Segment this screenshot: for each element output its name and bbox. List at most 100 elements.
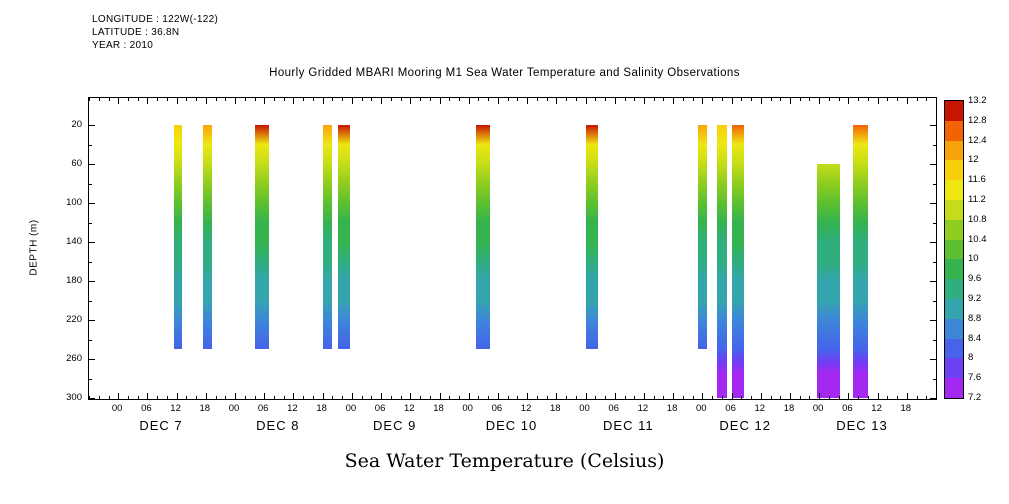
axis-tick xyxy=(692,396,694,399)
axis-tick xyxy=(585,393,587,399)
axis-tick xyxy=(312,98,314,101)
axis-tick xyxy=(605,98,606,101)
axis-tick xyxy=(400,396,402,399)
axis-tick xyxy=(556,393,558,399)
axis-tick xyxy=(702,98,704,104)
axis-tick xyxy=(89,320,95,322)
axis-tick xyxy=(838,396,840,399)
axis-tick xyxy=(147,98,149,104)
x-day-label: DEC 10 xyxy=(485,418,538,433)
colorbar-tick-label: 9.2 xyxy=(968,293,982,304)
axis-tick xyxy=(673,393,675,399)
axis-tick xyxy=(361,98,363,101)
axis-tick xyxy=(536,396,538,399)
temperature-profile-bar xyxy=(203,125,212,350)
axis-tick xyxy=(89,378,92,380)
axis-tick xyxy=(332,98,334,101)
axis-tick xyxy=(381,98,383,104)
y-axis-label: DEPTH (m) xyxy=(28,219,40,276)
axis-tick xyxy=(721,98,723,101)
axis-tick xyxy=(244,396,246,399)
axis-tick xyxy=(127,396,129,399)
axis-tick xyxy=(478,396,480,399)
y-tick-label: 300 xyxy=(66,392,82,403)
axis-tick xyxy=(98,98,100,101)
axis-tick xyxy=(634,98,636,101)
axis-tick xyxy=(930,242,936,244)
axis-tick xyxy=(89,203,95,205)
year-label: YEAR : 2010 xyxy=(92,40,154,51)
axis-tick xyxy=(906,98,908,104)
axis-tick xyxy=(390,396,392,399)
axis-tick xyxy=(790,98,791,104)
axis-tick xyxy=(930,398,936,399)
axis-tick xyxy=(147,393,149,399)
x-day-label: DEC 12 xyxy=(719,418,771,433)
colorbar-segment xyxy=(945,259,963,280)
x-day-label: DEC 13 xyxy=(836,418,888,433)
axis-tick xyxy=(930,320,936,322)
y-tick-label: 60 xyxy=(71,158,82,170)
axis-tick xyxy=(527,98,529,104)
axis-tick xyxy=(936,396,937,399)
temperature-profile-bar xyxy=(585,125,598,350)
axis-tick xyxy=(556,98,558,104)
axis-tick xyxy=(89,183,92,185)
y-tick-label: 220 xyxy=(66,314,82,326)
axis-tick xyxy=(916,396,918,399)
axis-tick xyxy=(887,98,889,101)
axis-tick xyxy=(517,396,519,399)
axis-tick xyxy=(89,261,92,263)
axis-tick xyxy=(867,396,869,399)
axis-tick xyxy=(459,98,460,101)
axis-tick xyxy=(449,396,451,399)
axis-tick xyxy=(930,164,936,166)
temperature-profile-bar xyxy=(731,125,744,399)
colorbar-segment xyxy=(945,318,963,339)
x-tick-label: 00 xyxy=(228,403,240,414)
axis-tick xyxy=(215,98,217,101)
x-tick-label: 06 xyxy=(141,403,152,414)
temperature-profile-bar xyxy=(853,125,868,399)
y-tick-label: 100 xyxy=(66,197,82,209)
axis-tick xyxy=(449,98,451,101)
axis-tick xyxy=(312,396,314,399)
axis-tick xyxy=(933,261,936,263)
axis-tick xyxy=(536,98,538,101)
axis-tick xyxy=(89,339,92,341)
axis-tick xyxy=(838,98,840,101)
axis-tick xyxy=(933,222,936,224)
axis-tick xyxy=(930,203,936,205)
axis-tick xyxy=(663,396,665,399)
axis-tick xyxy=(682,98,684,101)
axis-tick xyxy=(351,98,353,104)
axis-tick xyxy=(235,393,236,399)
y-tick-label: 260 xyxy=(66,353,82,365)
axis-tick xyxy=(507,396,509,399)
x-tick-label: 18 xyxy=(783,403,795,414)
axis-tick xyxy=(89,396,90,399)
x-day-label: DEC 7 xyxy=(139,418,183,433)
axis-tick xyxy=(89,164,95,166)
axis-tick xyxy=(760,98,762,104)
colorbar-tick-label: 10.4 xyxy=(968,233,987,245)
axis-tick xyxy=(381,393,383,399)
x-day-label: DEC 9 xyxy=(373,418,417,433)
x-tick-label: 12 xyxy=(520,403,532,414)
axis-tick xyxy=(751,98,752,101)
x-day-label: DEC 8 xyxy=(256,418,300,433)
axis-tick xyxy=(897,396,899,399)
x-tick-label: 18 xyxy=(666,403,678,414)
x-tick-label: 12 xyxy=(170,403,181,414)
x-tick-label: 06 xyxy=(374,403,386,414)
axis-tick xyxy=(663,98,665,101)
axis-tick xyxy=(828,396,830,399)
axis-tick xyxy=(293,98,295,104)
axis-tick xyxy=(867,98,869,101)
axis-tick xyxy=(634,396,636,399)
axis-tick xyxy=(254,396,256,399)
axis-tick xyxy=(196,98,198,101)
axis-tick xyxy=(420,98,421,101)
axis-tick xyxy=(293,393,295,399)
